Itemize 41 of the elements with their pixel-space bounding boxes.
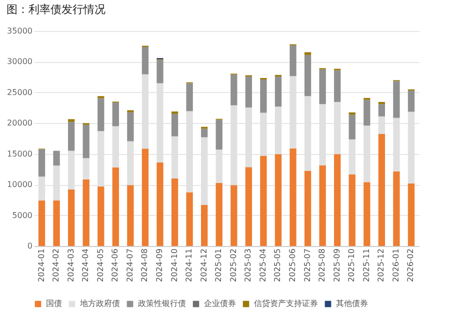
y-tick-label: 0 bbox=[27, 242, 32, 250]
x-tick-label: 2025-09 bbox=[332, 248, 342, 282]
x-tick-label: 2025-08 bbox=[318, 248, 327, 282]
y-tick-label: 30000 bbox=[7, 57, 32, 66]
y-tick-label: 20000 bbox=[7, 118, 32, 128]
x-tick-label: 2024-09 bbox=[154, 248, 164, 282]
x-tick-label: 2025-06 bbox=[288, 248, 298, 282]
x-tick-label: 2024-08 bbox=[140, 248, 150, 282]
y-tick-label: 5000 bbox=[12, 210, 32, 220]
x-tick-label: 2024-07 bbox=[125, 248, 134, 282]
x-tick-label: 2025-11 bbox=[362, 248, 371, 282]
x-tick-label: 2026-02 bbox=[406, 248, 416, 282]
x-tick-label: 2025-02 bbox=[228, 248, 238, 282]
x-tick-label: 2025-05 bbox=[273, 248, 282, 282]
y-tick-label: 10000 bbox=[7, 180, 32, 190]
x-tick-label: 2025-01 bbox=[214, 248, 224, 282]
legend-label: 国债 bbox=[46, 299, 62, 308]
legend-label: 信贷资产支持证券 bbox=[254, 299, 318, 308]
x-tick-label: 2025-07 bbox=[302, 248, 312, 282]
x-tick-label: 2026-01 bbox=[391, 248, 400, 282]
x-tick-label: 2024-04 bbox=[81, 248, 90, 282]
x-tick-label: 2024-05 bbox=[96, 248, 105, 282]
legend-label: 政策性银行债 bbox=[138, 299, 186, 308]
legend-label: 企业债券 bbox=[204, 299, 236, 308]
x-tick-label: 2024-11 bbox=[184, 248, 194, 282]
x-tick-label: 2024-12 bbox=[199, 248, 208, 282]
x-tick-label: 2025-03 bbox=[244, 248, 253, 282]
y-tick-label: 25000 bbox=[7, 88, 32, 97]
x-tick-label: 2024-03 bbox=[66, 248, 76, 282]
legend-label: 其他债券 bbox=[336, 299, 368, 308]
legend-label: 地方政府债 bbox=[79, 299, 120, 308]
x-tick-label: 2024-01 bbox=[36, 248, 46, 282]
chart-title: 图：利率债发行情况 bbox=[6, 3, 106, 16]
x-tick-label: 2025-12 bbox=[376, 248, 386, 282]
x-tick-label: 2024-02 bbox=[52, 248, 61, 282]
x-tick-label: 2024-10 bbox=[170, 248, 179, 282]
y-tick-label: 35000 bbox=[7, 26, 32, 36]
x-tick-label: 2025-04 bbox=[258, 248, 268, 282]
x-tick-label: 2025-10 bbox=[347, 248, 356, 282]
x-tick-label: 2024-06 bbox=[110, 248, 120, 282]
y-tick-label: 15000 bbox=[7, 149, 32, 158]
